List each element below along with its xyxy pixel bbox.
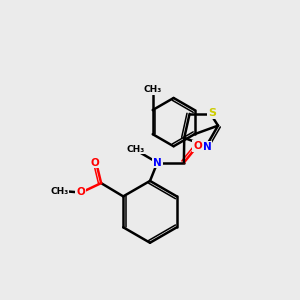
Text: N: N [153,158,162,168]
Text: CH₃: CH₃ [144,85,162,94]
Text: O: O [193,141,202,151]
Text: O: O [76,187,85,197]
Text: CH₃: CH₃ [50,187,68,196]
Text: CH₃: CH₃ [127,145,145,154]
Text: O: O [91,158,100,167]
Text: N: N [202,142,211,152]
Text: S: S [208,108,216,118]
